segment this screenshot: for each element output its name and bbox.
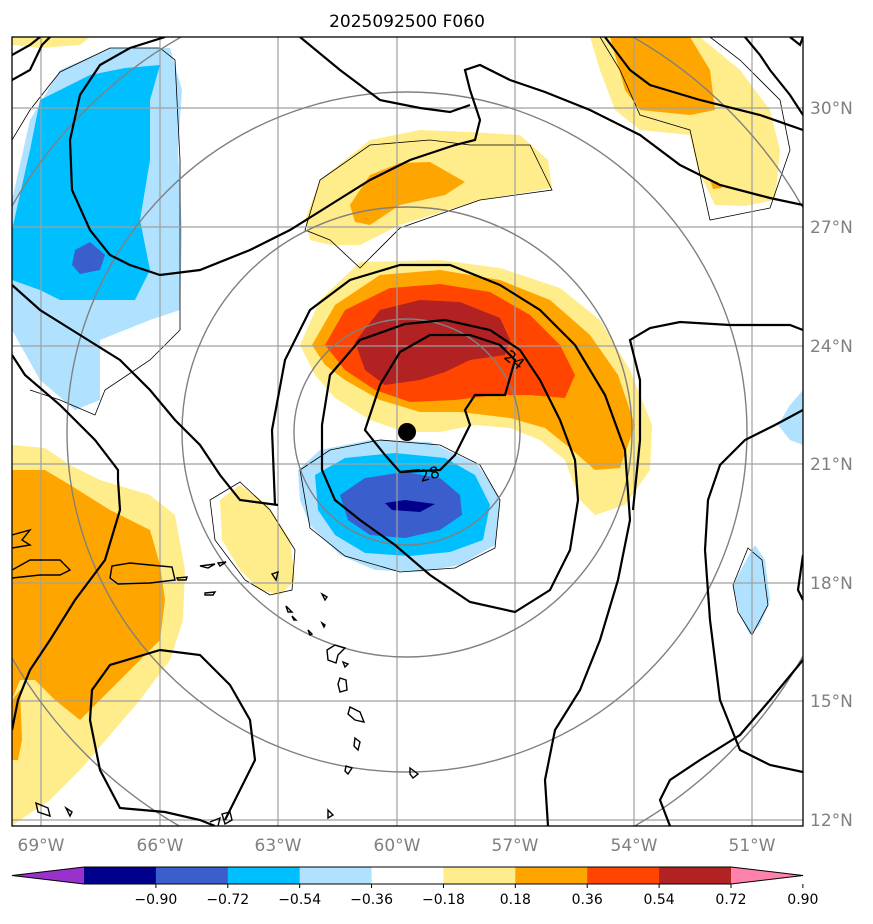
colorbar-tick-label: −0.72	[206, 892, 249, 908]
chart-title: 2025092500 F060	[329, 12, 485, 32]
colorbar-segment	[659, 867, 732, 884]
colorbar-segment	[515, 867, 588, 884]
field-neg-036	[12, 65, 160, 300]
colorbar-segment	[299, 867, 373, 884]
x-tick-label: 66°W	[137, 836, 184, 856]
y-tick-label: 15°N	[810, 692, 853, 712]
colorbar-tick-labels: −0.90 −0.72 −0.54 −0.36 −0.18 0.18 0.36 0.54 0.7…	[134, 884, 818, 908]
colorbar-tick-label: 0.72	[715, 892, 746, 908]
thin-contours	[12, 37, 791, 636]
storm-center-marker	[398, 423, 416, 441]
map-area: 24 28	[12, 37, 803, 826]
x-tick-label: 57°W	[492, 836, 539, 856]
y-tick-label: 21°N	[810, 455, 853, 475]
island-hispaniola	[12, 528, 32, 549]
colorbar-extend-high	[731, 867, 803, 884]
y-tick-label: 30°N	[810, 99, 853, 119]
y-tick-label: 12°N	[810, 811, 853, 831]
colorbar-segment	[443, 867, 516, 884]
colorbar-tick-label: 0.36	[572, 892, 603, 908]
island-puerto-rico	[109, 562, 176, 585]
x-tick-label: 63°W	[255, 836, 302, 856]
colorbar-tick-label: −0.54	[278, 892, 321, 908]
colorbar-extend-low	[12, 867, 84, 884]
colorbar-tick-label: 0.54	[644, 892, 675, 908]
y-tick-label: 24°N	[810, 337, 853, 357]
coastlines	[12, 528, 420, 826]
colorbar-tick-label: 0.18	[500, 892, 531, 908]
colorbar-segment	[155, 867, 229, 884]
field-neg-054	[72, 242, 105, 274]
colorbar-tick-label: 0.90	[787, 892, 818, 908]
contour-label-28: 28	[417, 462, 442, 486]
colorbar	[11, 866, 804, 885]
y-tick-labels: 30°N 27°N 24°N 21°N 18°N 15°N 12°N	[810, 99, 853, 831]
bold-contours	[12, 37, 803, 826]
y-tick-label: 18°N	[810, 574, 853, 594]
x-tick-label: 54°W	[611, 836, 658, 856]
x-tick-labels: 69°W 66°W 63°W 60°W 57°W 54°W 51°W	[18, 836, 776, 856]
colorbar-segment	[84, 867, 157, 884]
colorbar-outline	[11, 866, 804, 885]
x-tick-label: 69°W	[18, 836, 65, 856]
colorbar-tick-label: −0.18	[422, 892, 465, 908]
x-tick-label: 60°W	[374, 836, 421, 856]
colorbar-segment	[371, 867, 444, 884]
field-pos-018-tl	[12, 37, 90, 48]
x-tick-label: 51°W	[729, 836, 776, 856]
colorbar-segment	[227, 867, 301, 884]
colorbar-tick-label: −0.36	[350, 892, 393, 908]
field-pos-018-mid	[220, 485, 295, 595]
range-rings	[12, 37, 803, 826]
colorbar-tick-label: −0.90	[134, 892, 177, 908]
axes-frame	[11, 36, 804, 827]
field-pos-036-bl	[12, 470, 165, 720]
y-tick-label: 27°N	[810, 218, 853, 238]
field-pos-036-bl2	[12, 690, 22, 760]
grid-lines	[12, 37, 803, 826]
colorbar-segment	[587, 867, 660, 884]
